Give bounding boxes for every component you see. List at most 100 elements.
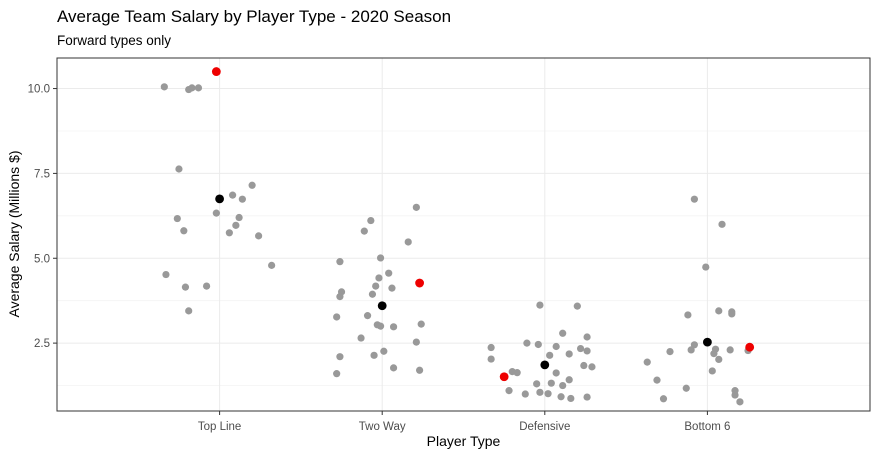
x-axis-title: Player Type (427, 433, 501, 449)
data-point (546, 351, 554, 359)
grid (57, 58, 870, 411)
y-axis-title: Average Salary (Millions $) (6, 150, 22, 317)
data-point (175, 165, 183, 173)
data-point (534, 340, 542, 349)
data-point (370, 351, 378, 359)
data-point (536, 301, 544, 309)
data-point (565, 376, 573, 384)
data-point (229, 191, 237, 199)
data-point (715, 355, 723, 364)
data-point (248, 181, 256, 189)
data-point (726, 346, 734, 354)
data-point (552, 369, 560, 377)
data-point (731, 391, 739, 399)
x-tick-label: Bottom 6 (684, 421, 730, 433)
data-point (255, 232, 263, 240)
data-point (188, 84, 196, 92)
mean-point (540, 360, 550, 370)
data-point (389, 323, 398, 331)
data-point (385, 269, 393, 277)
mean-point (215, 194, 225, 204)
data-point (573, 302, 581, 310)
y-tick-label: 2.5 (34, 338, 50, 350)
data-point (583, 333, 591, 341)
data-point (552, 342, 560, 351)
data-point (576, 344, 585, 353)
data-points (160, 67, 755, 406)
data-point (715, 307, 723, 315)
x-tick-label: Top Line (198, 421, 241, 433)
data-point (533, 380, 541, 388)
data-point (412, 203, 420, 211)
data-point (389, 364, 398, 372)
data-point (702, 263, 710, 271)
data-point (412, 338, 420, 346)
data-point (583, 393, 591, 401)
data-point (388, 284, 396, 292)
data-point (212, 209, 220, 217)
data-point (583, 347, 591, 355)
data-point (232, 221, 240, 229)
data-point (235, 213, 243, 222)
highlight-point (499, 372, 509, 382)
data-point (505, 387, 513, 395)
data-point (559, 329, 567, 337)
data-point (268, 261, 276, 269)
x-tick-label: Defensive (519, 421, 570, 433)
mean-point (703, 337, 712, 347)
data-point (544, 390, 552, 398)
data-point (404, 238, 412, 246)
mean-point (377, 301, 387, 311)
data-point (557, 393, 565, 401)
data-point (523, 339, 531, 347)
data-point (360, 227, 368, 235)
y-tick-label: 10.0 (28, 84, 50, 96)
data-point (547, 379, 555, 387)
data-point (173, 214, 181, 223)
highlight-point (415, 278, 424, 288)
data-point (736, 398, 744, 406)
data-point (521, 390, 529, 398)
data-point (372, 282, 380, 290)
data-point (363, 312, 372, 320)
data-point (666, 348, 674, 356)
data-point (417, 320, 425, 328)
data-point (238, 195, 246, 203)
data-point (565, 350, 573, 358)
data-point (376, 322, 385, 330)
data-point (180, 227, 188, 235)
data-point (357, 334, 365, 342)
data-point (185, 307, 193, 315)
chart-subtitle: Forward types only (57, 33, 171, 48)
data-point (336, 258, 344, 266)
y-tick-label: 5.0 (34, 253, 50, 265)
data-point (225, 229, 233, 237)
data-point (375, 274, 383, 282)
data-point (181, 283, 190, 291)
data-point (580, 361, 588, 370)
data-point (202, 282, 211, 290)
data-point (380, 347, 388, 355)
data-point (336, 293, 344, 301)
data-point (710, 350, 718, 358)
data-point (333, 313, 341, 321)
highlight-point (211, 67, 221, 76)
data-point (487, 355, 495, 363)
data-point (416, 366, 424, 374)
data-point (376, 254, 385, 262)
data-point (367, 216, 375, 225)
data-point (336, 353, 344, 361)
data-point (659, 395, 668, 403)
data-point (513, 369, 521, 377)
data-point (162, 270, 170, 279)
data-point (690, 195, 698, 203)
data-point (160, 83, 168, 91)
data-point (536, 388, 544, 396)
data-point (487, 343, 495, 352)
data-point (588, 363, 596, 371)
data-point (559, 381, 567, 390)
panel-border (56, 57, 871, 412)
data-point (333, 370, 341, 378)
data-point (708, 367, 716, 375)
data-point (684, 311, 692, 319)
